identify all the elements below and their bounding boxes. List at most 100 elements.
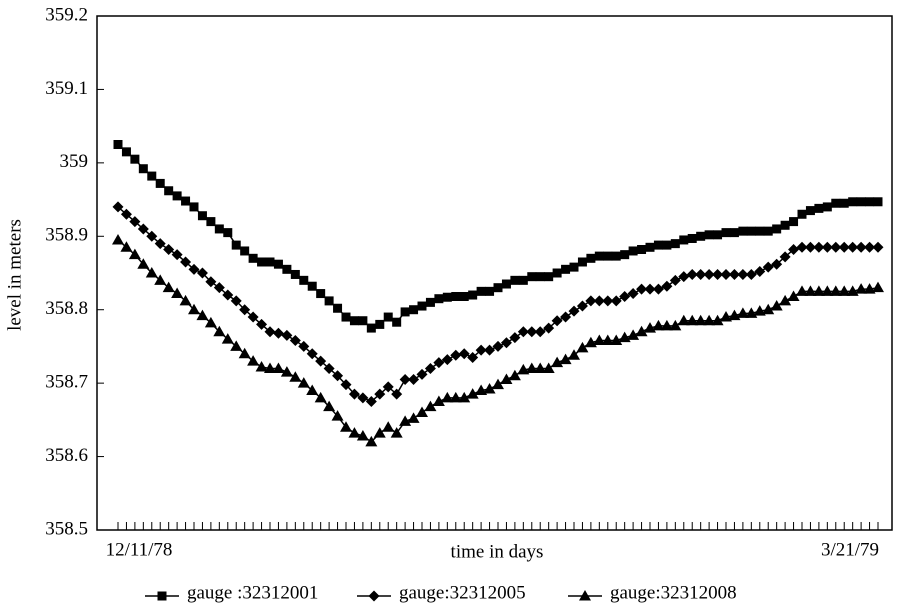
data-point (120, 208, 132, 220)
data-point (711, 314, 724, 326)
data-point (231, 240, 241, 250)
data-point (458, 391, 471, 403)
data-point (585, 295, 597, 307)
data-point (137, 258, 150, 269)
y-tick-label: 359.1 (45, 78, 88, 99)
data-point (838, 285, 851, 296)
data-point (112, 233, 124, 245)
data-point (331, 410, 344, 421)
data-point (375, 319, 385, 329)
data-point (534, 326, 546, 338)
data-point (873, 197, 883, 207)
data-point (392, 317, 402, 327)
data-point (772, 224, 782, 234)
data-point (172, 191, 182, 201)
data-point (839, 198, 849, 208)
data-point (204, 316, 217, 328)
legend-label: gauge:32312005 (399, 582, 526, 603)
data-point (635, 325, 648, 337)
data-point (713, 230, 723, 240)
data-point (559, 353, 572, 365)
data-point (154, 274, 167, 285)
data-point (138, 164, 148, 174)
data-point (441, 391, 454, 403)
data-point (770, 300, 783, 311)
data-point (128, 248, 141, 260)
data-point (755, 226, 765, 236)
legend-marker (368, 590, 380, 602)
data-point (720, 311, 732, 322)
data-point (340, 421, 352, 432)
data-point (602, 295, 614, 307)
data-point (272, 362, 285, 373)
data-point (449, 391, 462, 403)
data-point (399, 373, 411, 385)
legend-label: gauge:32312008 (610, 582, 737, 603)
data-point (721, 228, 731, 238)
data-point (130, 154, 140, 164)
data-point (814, 203, 824, 213)
data-point (432, 395, 445, 406)
data-point (779, 294, 792, 306)
data-point (196, 267, 208, 279)
y-tick-label: 358.9 (45, 225, 88, 246)
data-point (247, 355, 260, 366)
data-point (831, 198, 841, 208)
data-point (400, 307, 410, 317)
data-point (720, 268, 732, 280)
data-point (433, 357, 445, 369)
data-point (788, 244, 800, 256)
data-point (754, 266, 766, 278)
data-point (593, 334, 606, 346)
data-point (416, 368, 428, 380)
data-point (652, 283, 664, 295)
data-point (383, 312, 393, 322)
data-point (821, 241, 833, 253)
data-point (358, 316, 368, 326)
data-point (348, 427, 361, 438)
data-point (577, 257, 587, 267)
data-point (780, 220, 790, 230)
y-tick-label: 358.8 (45, 298, 88, 319)
data-point (112, 201, 124, 213)
data-point (205, 276, 217, 288)
data-point (265, 257, 275, 267)
data-point (686, 268, 698, 280)
data-point (500, 373, 513, 384)
data-point (417, 301, 427, 311)
data-point (492, 378, 504, 390)
data-point (812, 285, 825, 296)
data-point (409, 305, 419, 315)
data-point (424, 362, 436, 374)
data-point (517, 363, 530, 375)
data-point (306, 348, 318, 360)
data-point (264, 326, 276, 338)
data-point (627, 288, 639, 300)
data-point (753, 305, 766, 316)
data-point (822, 202, 832, 212)
data-point (366, 323, 376, 333)
data-point (137, 223, 149, 235)
data-point (821, 285, 834, 296)
data-point (762, 261, 774, 273)
data-point (332, 370, 344, 382)
data-point (281, 329, 293, 341)
data-point (804, 241, 816, 253)
data-point (154, 238, 166, 250)
data-point (298, 340, 310, 352)
data-point (645, 242, 655, 252)
data-point (855, 283, 868, 294)
data-point (450, 349, 462, 361)
data-point (847, 241, 859, 253)
y-axis-label: level in meters (4, 219, 25, 331)
data-point (856, 197, 866, 207)
data-point (628, 246, 638, 256)
data-point (796, 241, 808, 253)
data-point (771, 258, 783, 270)
data-point (238, 347, 251, 359)
data-point (256, 318, 268, 330)
data-point (314, 391, 327, 403)
x-tick-label: 12/11/78 (106, 539, 173, 560)
